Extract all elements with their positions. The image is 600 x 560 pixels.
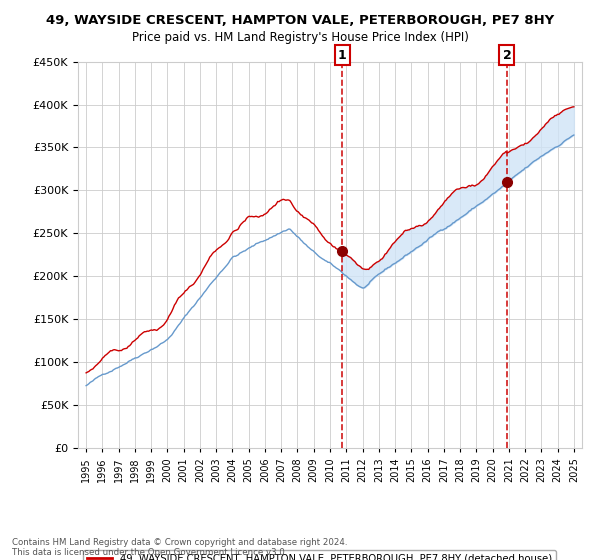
Text: Contains HM Land Registry data © Crown copyright and database right 2024.
This d: Contains HM Land Registry data © Crown c… (12, 538, 347, 557)
Text: 49, WAYSIDE CRESCENT, HAMPTON VALE, PETERBOROUGH, PE7 8HY: 49, WAYSIDE CRESCENT, HAMPTON VALE, PETE… (46, 14, 554, 27)
Text: 1: 1 (338, 49, 347, 62)
Text: 2: 2 (503, 49, 511, 62)
Legend: 49, WAYSIDE CRESCENT, HAMPTON VALE, PETERBOROUGH, PE7 8HY (detached house), HPI:: 49, WAYSIDE CRESCENT, HAMPTON VALE, PETE… (83, 549, 556, 560)
Text: Price paid vs. HM Land Registry's House Price Index (HPI): Price paid vs. HM Land Registry's House … (131, 31, 469, 44)
